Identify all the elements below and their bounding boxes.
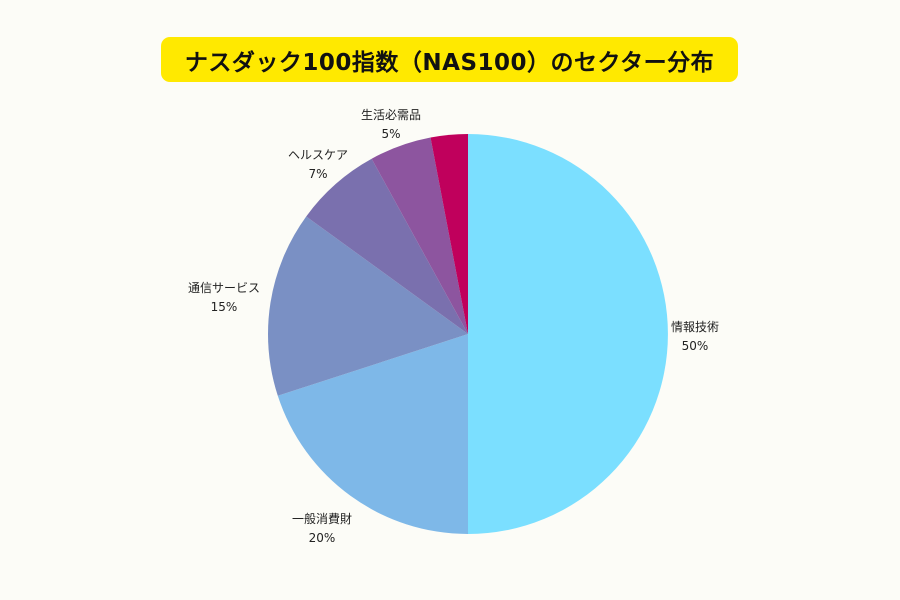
label-pct: 50% (681, 339, 709, 353)
slice-label-consumer-discretionary: 一般消費財 20% (292, 510, 352, 548)
pie-slice-1 (277, 334, 468, 534)
slice-label-consumer-staples: 生活必需品 5% (361, 106, 421, 144)
label-name: 通信サービス (187, 281, 261, 295)
label-pct: 20% (308, 531, 336, 545)
pie-slice-0 (468, 134, 668, 534)
label-name: 一般消費財 (291, 512, 353, 526)
pie-slice-4 (371, 137, 468, 334)
label-name: 生活必需品 (360, 108, 422, 122)
label-name: ヘルスケア (287, 148, 349, 162)
label-name: 情報技術 (670, 320, 720, 334)
chart-title-banner: ナスダック100指数（NAS100）のセクター分布 (161, 37, 738, 82)
label-pct: 5% (381, 127, 401, 141)
label-pct: 7% (308, 167, 328, 181)
slice-label-communication-services: 通信サービス 15% (188, 279, 260, 317)
slice-label-health-care: ヘルスケア 7% (288, 146, 348, 184)
label-pct: 15% (210, 300, 238, 314)
pie-slice-5 (430, 134, 468, 334)
pie-slice-3 (306, 158, 468, 334)
pie-slice-2 (268, 216, 468, 396)
chart-title: ナスダック100指数（NAS100）のセクター分布 (184, 49, 715, 76)
slice-label-information-technology: 情報技術 50% (671, 318, 719, 356)
